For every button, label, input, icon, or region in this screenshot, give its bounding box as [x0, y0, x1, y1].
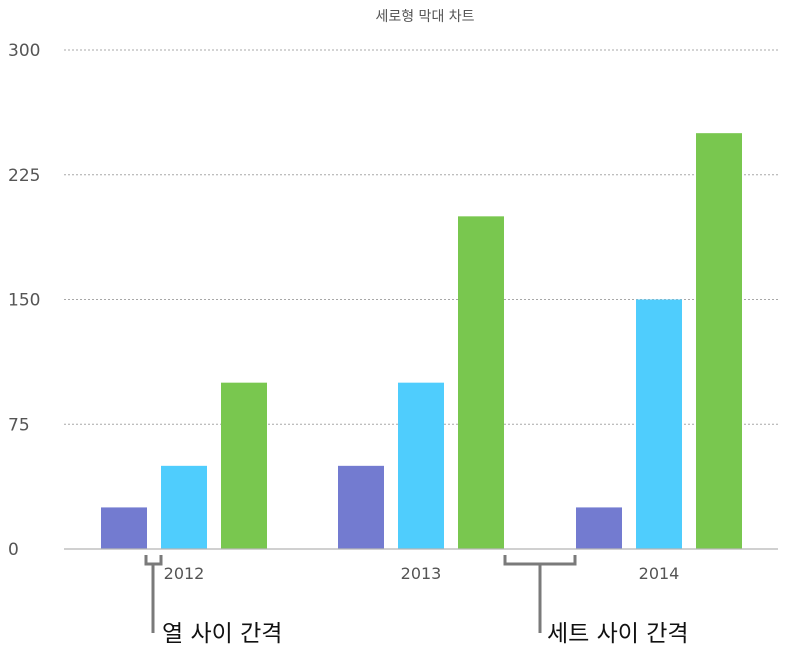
bar-2014-series-2 — [636, 299, 682, 549]
column-gap-label: 열 사이 간격 — [162, 621, 282, 647]
bar-2014-series-3 — [696, 133, 742, 549]
y-tick-label: 150 — [8, 291, 40, 311]
set-gap-annotation: 세트 사이 간격 — [503, 555, 689, 647]
y-tick-label: 300 — [8, 41, 40, 61]
bar-2012-series-2 — [161, 465, 207, 549]
bar-2012-series-1 — [101, 507, 147, 549]
x-tick-label: 2013 — [401, 564, 442, 583]
set-gap-bracket — [503, 555, 577, 566]
bar-2013-series-3 — [458, 216, 504, 550]
x-axis-ticks: 2012 2013 2014 — [164, 564, 680, 583]
chart-title: 세로형 막대 차트 — [375, 9, 474, 25]
bar-2013-series-2 — [398, 382, 444, 549]
y-tick-label: 75 — [8, 415, 30, 435]
y-axis-ticks: 0 75 150 225 300 — [8, 41, 40, 560]
column-gap-bracket — [144, 555, 163, 566]
x-tick-label: 2014 — [639, 564, 680, 583]
bar-2014-series-1 — [576, 507, 622, 549]
bars — [101, 133, 742, 550]
column-gap-annotation: 열 사이 간격 — [144, 555, 282, 647]
set-gap-label: 세트 사이 간격 — [547, 621, 689, 647]
bar-2013-series-1 — [338, 465, 384, 549]
y-tick-label: 0 — [8, 540, 19, 560]
bar-2012-series-3 — [221, 382, 267, 549]
y-tick-label: 225 — [8, 166, 40, 186]
x-tick-label: 2012 — [164, 564, 205, 583]
